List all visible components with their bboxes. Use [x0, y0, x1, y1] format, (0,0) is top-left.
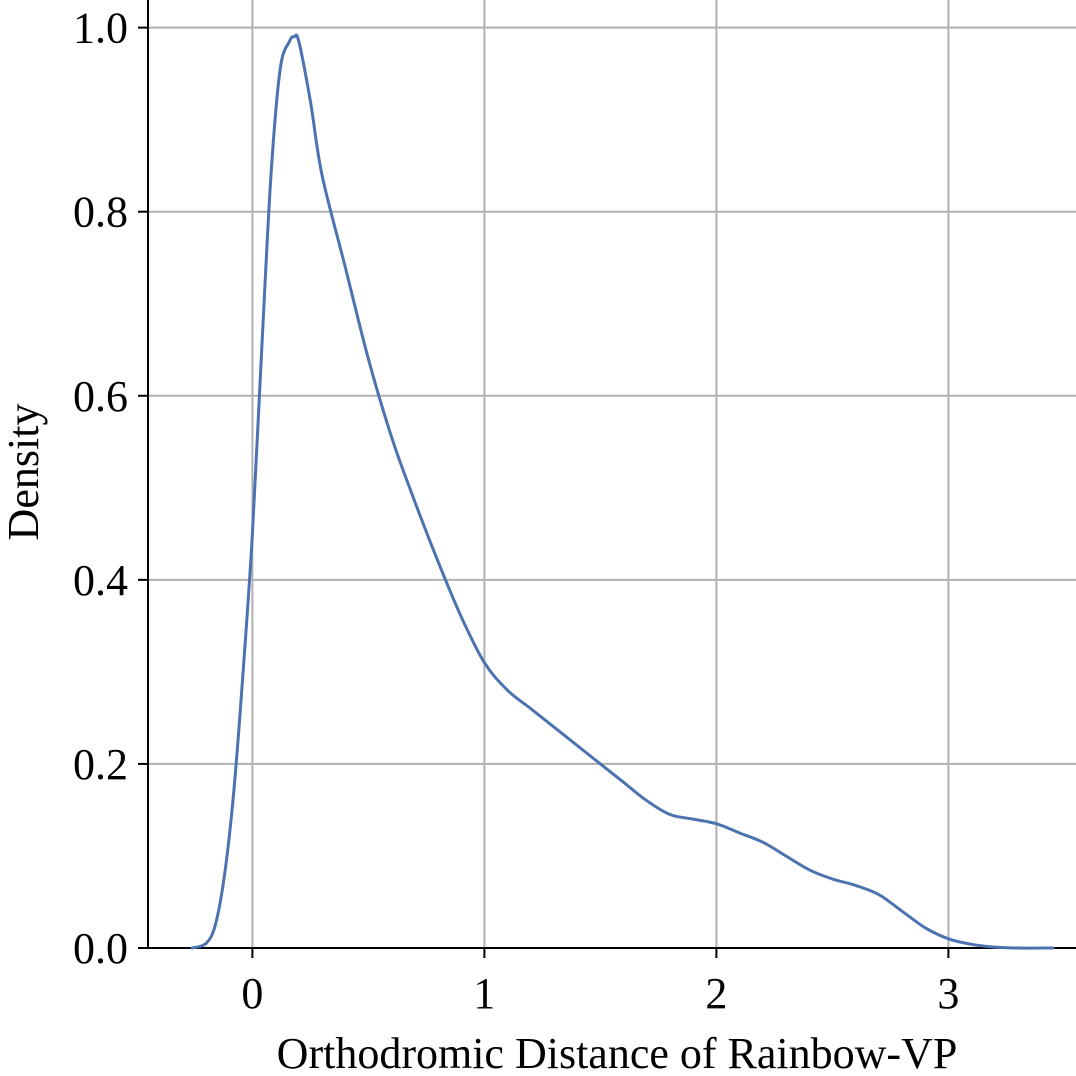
ticks: 0 1 2 3 0.0 0.2 0.4 0.6 0.8 1.0 [73, 4, 959, 1018]
y-axis-label: Density [0, 404, 48, 541]
y-tick-label-4: 0.8 [73, 188, 128, 237]
x-tick-label-2: 2 [705, 969, 727, 1018]
axes [147, 0, 1076, 949]
series-group [190, 33, 1055, 950]
x-tick-label-0: 0 [241, 969, 263, 1018]
y-tick-label-5: 1.0 [73, 4, 128, 53]
y-tick-label-1: 0.2 [73, 740, 128, 789]
y-tick-label-3: 0.6 [73, 372, 128, 421]
x-tick-label-1: 1 [473, 969, 495, 1018]
x-tick-label-3: 3 [937, 969, 959, 1018]
density-line-0 [190, 33, 1055, 950]
y-tick-label-2: 0.4 [73, 556, 128, 605]
x-axis-label: Orthodromic Distance of Rainbow-VP [277, 1029, 958, 1076]
y-tick-label-0: 0.0 [73, 924, 128, 973]
grid [148, 0, 1076, 949]
